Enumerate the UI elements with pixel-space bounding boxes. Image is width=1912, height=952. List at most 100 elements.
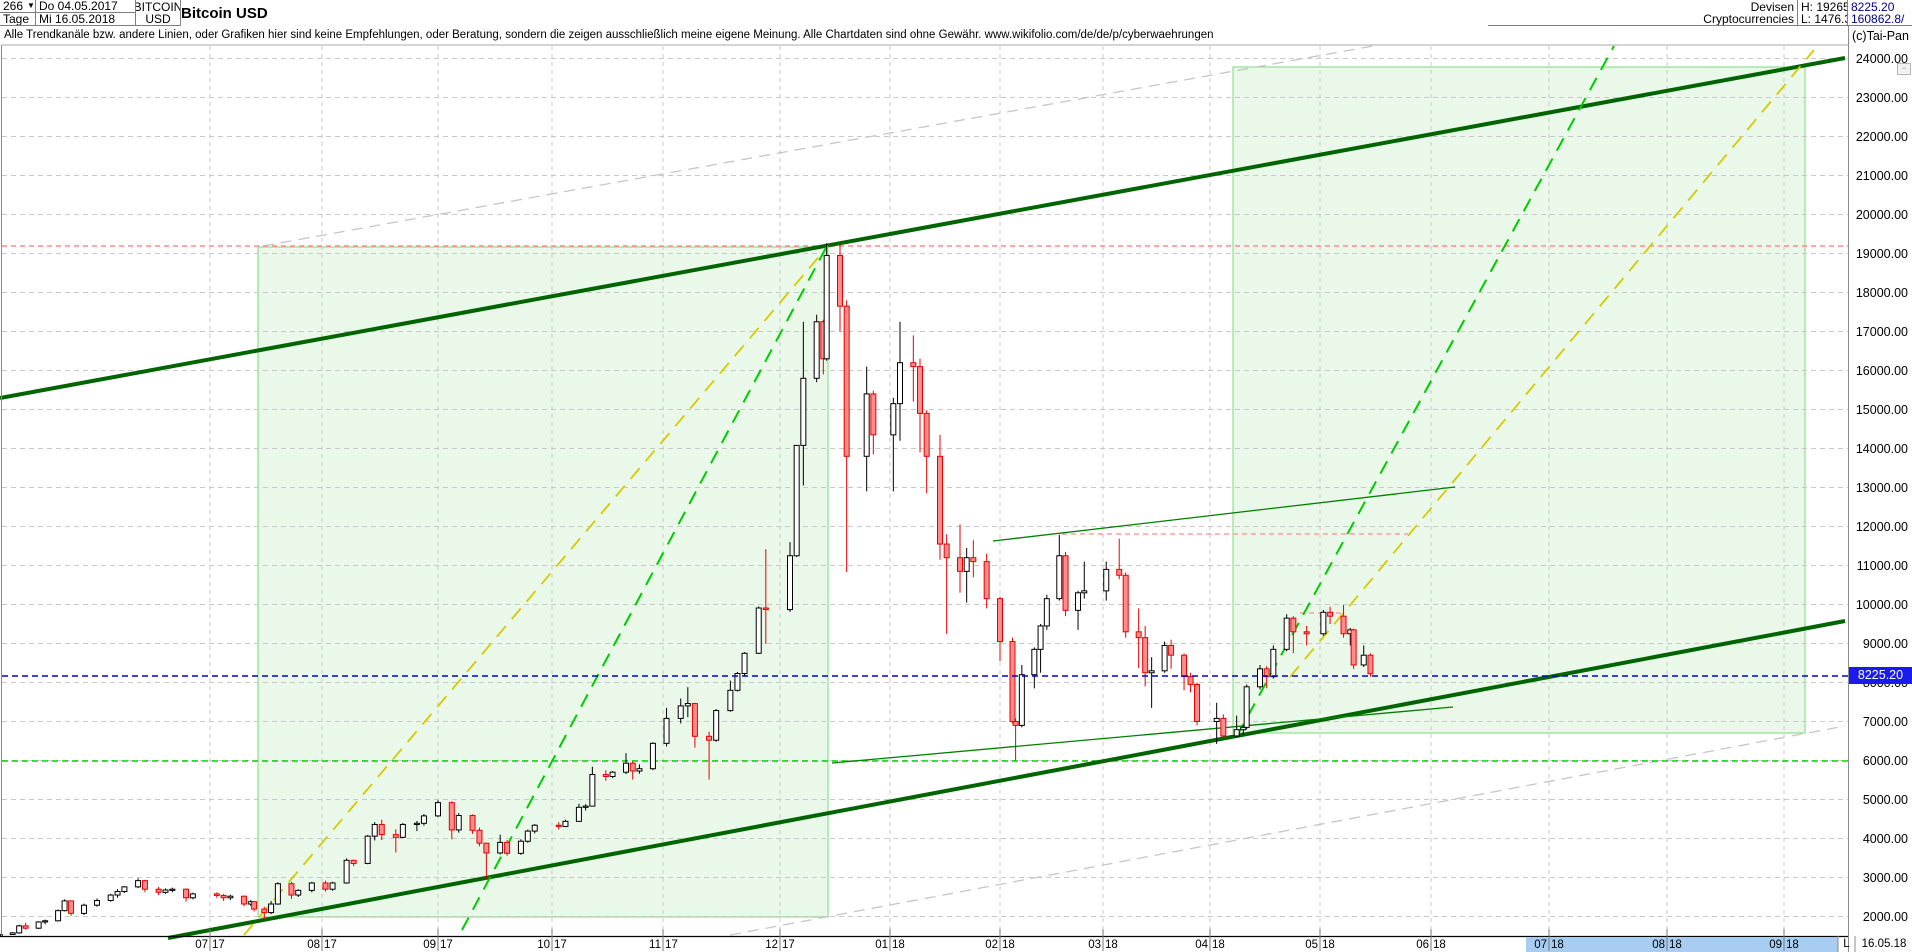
candle-body	[68, 900, 75, 914]
candle-body	[1043, 598, 1050, 627]
candle-body	[1009, 641, 1016, 722]
y-axis-label: 17000.00	[1856, 325, 1908, 339]
gray-channel-upper	[262, 45, 1374, 247]
y-axis-label: 12000.00	[1856, 520, 1908, 534]
candle-body	[1075, 592, 1082, 611]
y-axis-label: 13000.00	[1856, 481, 1908, 495]
candle-body	[469, 814, 476, 831]
x-axis-month: 11	[649, 939, 661, 951]
y-axis-label: 14000.00	[1856, 442, 1908, 456]
candle-body	[1148, 670, 1155, 674]
candle-body	[1290, 617, 1297, 633]
candle-body	[589, 774, 596, 807]
candle-body	[1187, 676, 1194, 685]
candle-body	[392, 834, 399, 838]
bars-count-dropdown[interactable]: 266 ▼	[0, 0, 36, 13]
candle-body	[94, 900, 100, 906]
candle-body	[1116, 568, 1123, 576]
candle-body	[531, 824, 538, 832]
candle-body	[843, 305, 850, 457]
yellow-fan-2018	[1289, 49, 1815, 678]
candle-body	[1056, 555, 1063, 600]
candle-body	[943, 543, 950, 559]
start-date-field[interactable]: Do 04.05.2017	[36, 0, 136, 13]
channel-upper	[0, 56, 1846, 400]
y-axis-label: 9000.00	[1863, 637, 1908, 651]
y-axis-label: 10000.00	[1856, 598, 1908, 612]
candle-body	[448, 802, 455, 831]
disclaimer-text: Alle Trendkanäle bzw. andere Linien, ode…	[4, 29, 1214, 41]
channel-lower	[167, 619, 1846, 940]
candle-body	[399, 823, 406, 838]
candle-body	[755, 607, 762, 654]
candle-body	[155, 888, 162, 893]
candle-body	[555, 824, 562, 827]
candle-body	[1142, 637, 1149, 674]
candle-body	[1103, 568, 1110, 592]
x-axis-month: 09	[1769, 939, 1782, 951]
candle-body	[517, 840, 524, 854]
candle-body	[1283, 617, 1290, 650]
taipan-watermark: (c)Tai-Pan	[1852, 29, 1909, 43]
candle-body	[1181, 654, 1188, 678]
candle-body	[16, 925, 23, 934]
candle-body	[261, 908, 268, 914]
market-label: Devisen	[1488, 0, 1798, 13]
candle-body	[413, 822, 420, 825]
candle-body	[189, 893, 196, 899]
candle-body	[22, 925, 29, 929]
candle-body	[997, 598, 1003, 643]
collapse-scale-icon[interactable]: −	[1897, 63, 1911, 75]
period-dropdown[interactable]: Tage▼	[0, 13, 36, 26]
x-axis-month: 12	[765, 939, 778, 951]
candle-body	[350, 859, 357, 864]
candle-body	[107, 894, 114, 902]
candle-body	[691, 703, 698, 737]
y-axis-label: 16000.00	[1856, 364, 1908, 378]
candle-body	[1270, 648, 1277, 678]
volume-label: 160862.8/	[1848, 13, 1912, 26]
candle-body	[483, 842, 490, 854]
candle-body	[504, 841, 511, 854]
last-price-tag: 8225.20	[1849, 667, 1912, 684]
x-axis-year: 17	[782, 939, 795, 951]
candle-body	[1243, 686, 1250, 728]
candle-body	[957, 557, 963, 572]
candle-body	[9, 932, 16, 935]
candle-body	[663, 717, 670, 744]
candle-body	[713, 710, 720, 741]
resistance-thin	[992, 486, 1456, 542]
candle-body	[378, 823, 385, 836]
candle-body	[684, 703, 691, 707]
page-title: Bitcoin USD	[181, 4, 268, 22]
candle-body	[1018, 674, 1025, 726]
x-axis-month: 07	[1534, 939, 1547, 951]
y-axis-label: 7000.00	[1863, 715, 1908, 729]
y-axis-label: 2000.00	[1863, 910, 1908, 924]
candle-body	[602, 774, 609, 777]
support-thin	[831, 706, 1454, 764]
candle-body	[917, 366, 923, 414]
candle-body	[295, 889, 302, 896]
end-date-field[interactable]: Mi 16.05.2018	[36, 13, 136, 26]
candle-body	[890, 403, 897, 436]
candle-body	[114, 891, 121, 896]
candle-body	[1213, 717, 1220, 723]
candle-body	[649, 742, 656, 770]
candle-body	[308, 882, 315, 891]
candle-body	[371, 823, 378, 837]
candle-body	[322, 882, 329, 890]
candle-body	[813, 321, 820, 379]
candle-body	[141, 880, 148, 890]
x-axis-year: 18	[1433, 939, 1446, 951]
candle-body	[81, 904, 88, 914]
x-axis-year: 17	[554, 939, 567, 951]
candle-body	[1122, 574, 1129, 633]
x-axis-year: 18	[1551, 939, 1564, 951]
x-axis-year: 18	[1002, 939, 1015, 951]
candles	[0, 243, 1374, 937]
candle-body	[910, 362, 917, 368]
candle-body	[1220, 717, 1227, 737]
candle-body	[636, 768, 643, 772]
